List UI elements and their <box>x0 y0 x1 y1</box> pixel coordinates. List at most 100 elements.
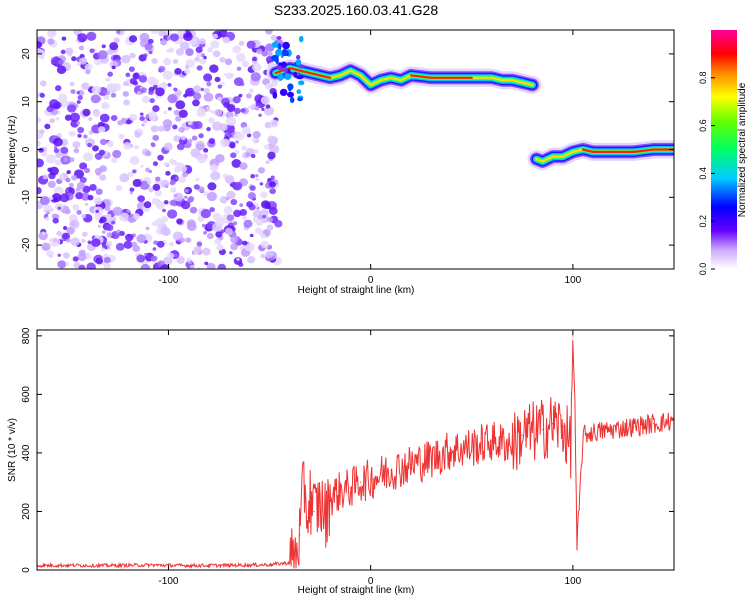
snr-xtick-label-0: -100 <box>158 576 178 587</box>
noise-blob <box>268 181 276 188</box>
noise-blob <box>229 142 236 149</box>
noise-blob <box>87 240 92 245</box>
noise-blob <box>265 83 273 91</box>
noise-blob <box>47 30 56 38</box>
noise-blob <box>167 93 178 104</box>
noise-blob <box>224 175 235 184</box>
noise-blob <box>73 262 81 269</box>
noise-blob <box>76 181 85 190</box>
snr-point <box>653 423 655 425</box>
noise-blob <box>152 78 159 85</box>
noise-blob <box>57 132 62 137</box>
noise-blob <box>169 33 179 42</box>
noise-blob <box>180 200 191 210</box>
ridge-splatter <box>280 61 287 68</box>
noise-blob <box>241 145 247 151</box>
noise-blob <box>75 192 84 200</box>
noise-blob <box>129 52 136 59</box>
noise-blob <box>147 38 154 44</box>
noise-blob <box>37 117 42 123</box>
noise-blob <box>111 65 116 70</box>
snr-point <box>325 516 327 518</box>
noise-blob <box>236 132 245 141</box>
noise-blob <box>128 35 138 43</box>
noise-blob <box>200 208 211 219</box>
noise-blob <box>157 125 165 132</box>
noise-blob <box>261 107 265 111</box>
snr-point <box>612 428 614 431</box>
noise-blob <box>211 121 223 131</box>
noise-blob <box>189 206 198 214</box>
snr-point <box>570 446 572 448</box>
noise-blob <box>206 81 212 87</box>
noise-blob <box>245 152 251 158</box>
noise-blob <box>128 66 135 72</box>
noise-blob <box>155 176 161 182</box>
noise-blob <box>103 262 111 269</box>
noise-blob <box>236 257 240 261</box>
noise-blob <box>222 36 231 44</box>
noise-blob <box>140 164 144 168</box>
noise-blob <box>197 242 203 247</box>
ridge-splatter <box>287 91 295 98</box>
noise-blob <box>113 37 120 44</box>
noise-blob <box>265 30 273 35</box>
noise-blob <box>201 223 206 228</box>
snr-point <box>299 534 301 536</box>
noise-blob <box>119 212 130 222</box>
noise-blob <box>89 48 95 54</box>
spectrogram-ytick-label-0: -20 <box>21 237 32 252</box>
noise-blob <box>65 47 74 55</box>
noise-blob <box>65 262 70 266</box>
noise-blob <box>81 239 86 243</box>
noise-blob <box>160 179 170 188</box>
noise-blob <box>102 90 108 95</box>
spectrogram-xtick-label-2: 100 <box>565 275 582 286</box>
noise-blob <box>106 140 114 148</box>
noise-blob <box>77 33 88 43</box>
noise-blob <box>162 208 166 213</box>
noise-blob <box>123 240 133 249</box>
noise-blob <box>214 76 221 83</box>
noise-blob <box>128 216 136 224</box>
noise-blob <box>103 94 110 100</box>
noise-blob <box>184 195 188 199</box>
noise-blob <box>106 232 113 238</box>
noise-blob <box>60 146 69 154</box>
noise-blob <box>39 80 47 87</box>
noise-blob <box>251 62 262 72</box>
snr-ytick-label-3: 600 <box>21 386 32 403</box>
noise-blob <box>219 196 228 204</box>
noise-blob <box>148 50 153 55</box>
snr-ytick-label-4: 800 <box>21 327 32 344</box>
noise-blob <box>82 108 91 117</box>
noise-blob <box>127 171 134 178</box>
noise-blob <box>65 209 71 215</box>
noise-blob <box>194 56 200 62</box>
noise-blob <box>85 69 91 75</box>
noise-blob <box>83 134 88 139</box>
noise-blob <box>87 142 93 148</box>
noise-blob <box>193 184 200 190</box>
noise-blob <box>195 177 200 182</box>
noise-blob <box>163 200 169 205</box>
noise-blob <box>207 47 214 53</box>
noise-blob <box>65 177 71 183</box>
noise-blob <box>106 83 116 92</box>
noise-blob <box>236 66 242 71</box>
noise-blob <box>68 130 76 137</box>
snr-point <box>511 443 513 445</box>
noise-blob <box>66 226 75 235</box>
noise-blob <box>176 218 183 225</box>
noise-blob <box>125 119 132 125</box>
snr-point <box>268 564 271 566</box>
snr-point <box>307 516 309 518</box>
noise-blob <box>232 96 241 104</box>
noise-blob <box>210 171 221 181</box>
noise-blob <box>270 34 277 41</box>
ridge-0-core <box>288 67 301 72</box>
snr-ylabel: SNR (10 * v/v) <box>7 418 18 482</box>
noise-blob <box>187 197 194 203</box>
noise-blob <box>253 149 259 154</box>
